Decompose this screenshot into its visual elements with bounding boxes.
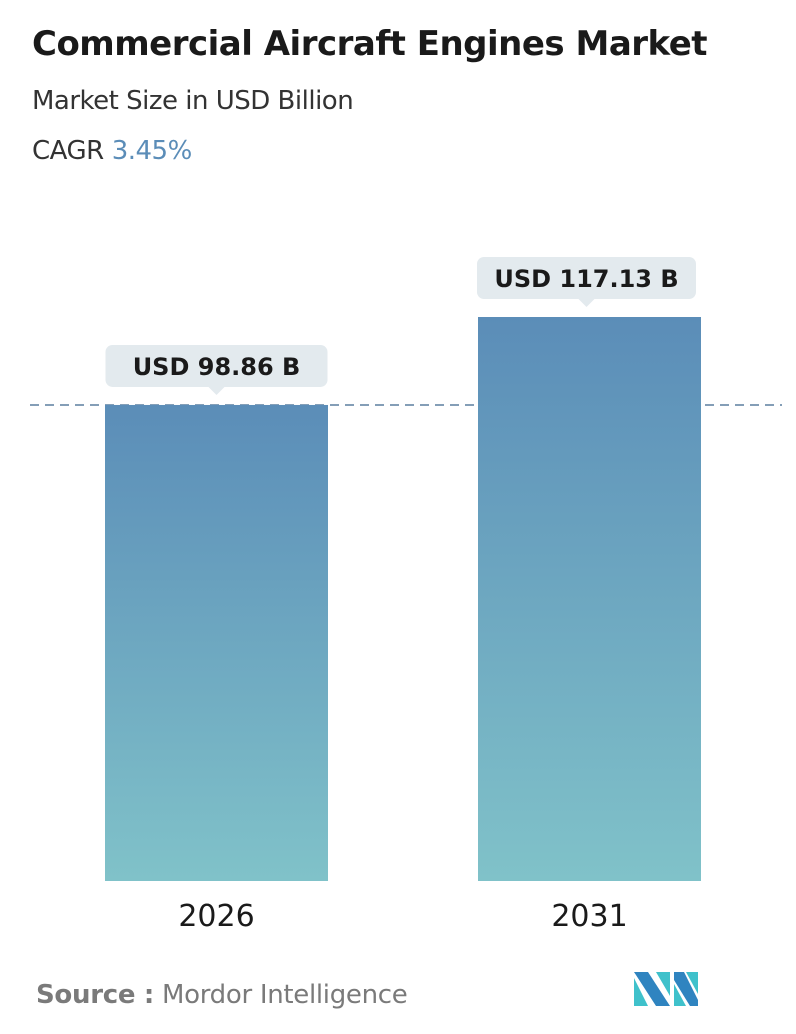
x-tick-label: 2026: [178, 899, 254, 934]
data-label-pointer: [578, 299, 595, 307]
source-name: Mordor Intelligence: [161, 980, 408, 1010]
data-label-box: [105, 344, 328, 387]
data-label: USD 117.13 B: [494, 265, 678, 293]
data-label-box: [477, 257, 696, 299]
source: Source : Mordor Intelligence: [36, 980, 408, 1010]
chart-subtitle: Market Size in USD Billion: [32, 86, 354, 116]
data-label-pointer: [208, 386, 225, 395]
x-tick-label: 2031: [551, 899, 627, 934]
cagr-value: 3.45%: [111, 136, 193, 166]
data-label: USD 98.86 B: [133, 353, 301, 381]
mordor-logo: [634, 972, 698, 1006]
bar-2031: [478, 317, 701, 881]
chart-title: Commercial Aircraft Engines Market: [32, 24, 708, 64]
bar-2026: [105, 404, 328, 881]
cagr: CAGR 3.45%: [32, 136, 192, 166]
cagr-label: CAGR: [32, 136, 104, 166]
source-label: Source :: [36, 980, 155, 1010]
